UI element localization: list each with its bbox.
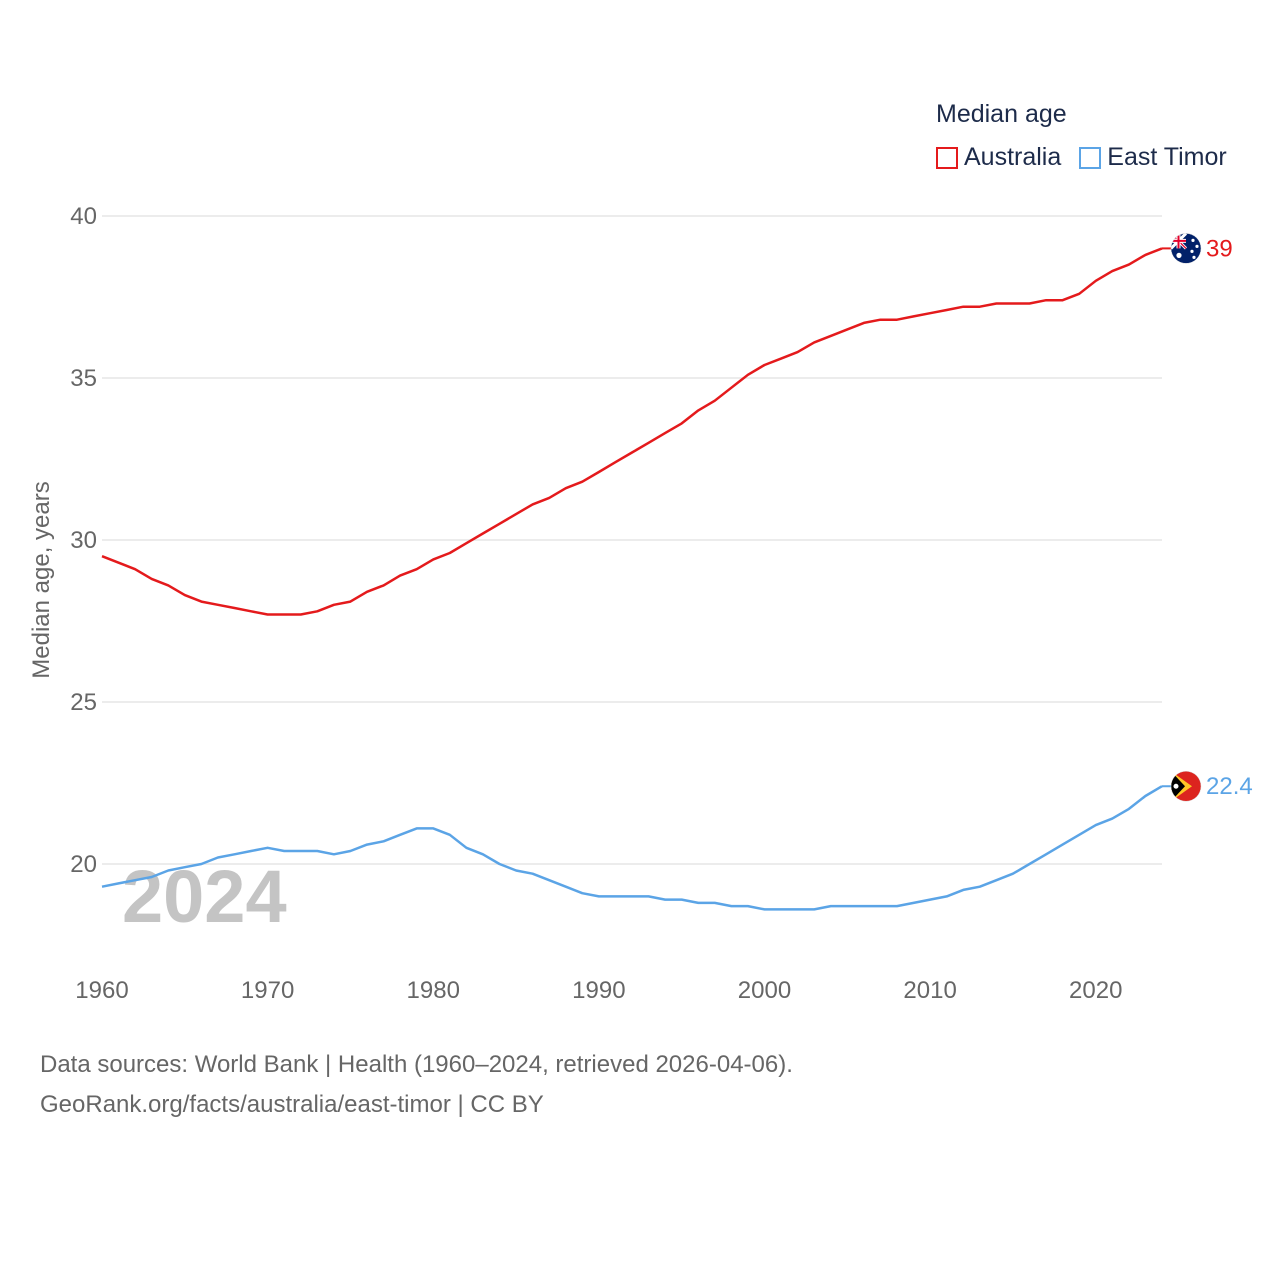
y-tick-labels: 20 25 30 35 40 <box>70 203 97 878</box>
series-lines <box>101 247 1163 911</box>
east-timor-flag-icon <box>1170 770 1202 802</box>
legend-title: Median age <box>936 100 1067 128</box>
year-watermark: 2024 <box>122 855 287 938</box>
x-tick-labels: 1960 1970 1980 1990 2000 2010 2020 <box>75 977 1122 1004</box>
legend-swatch-east-timor <box>1079 146 1102 169</box>
footer: Data sources: World Bank | Health (1960–… <box>40 1045 793 1125</box>
y-tick-label: 40 <box>70 203 97 230</box>
legend: Australia East Timor <box>936 143 1245 172</box>
end-value-label: 39 <box>1206 235 1233 262</box>
australia-flag-icon <box>1170 233 1202 264</box>
x-tick-label: 1990 <box>572 977 625 1004</box>
y-tick-label: 20 <box>70 851 97 878</box>
legend-label-east-timor: East Timor <box>1107 143 1227 171</box>
y-tick-label: 30 <box>70 527 97 554</box>
legend-label-australia: Australia <box>964 143 1062 171</box>
legend-item-australia[interactable]: Australia <box>936 143 1061 172</box>
gridlines <box>102 215 1162 865</box>
series-line-australia[interactable] <box>101 247 1163 616</box>
x-tick-label: 2000 <box>738 977 791 1004</box>
y-tick-label: 35 <box>70 365 97 392</box>
x-tick-label: 1970 <box>241 977 294 1004</box>
x-tick-label: 2010 <box>903 977 956 1004</box>
y-axis-label: Median age, years <box>28 481 55 679</box>
footer-sources: Data sources: World Bank | Health (1960–… <box>40 1051 793 1078</box>
x-tick-label: 2020 <box>1069 977 1122 1004</box>
x-tick-label: 1960 <box>75 977 128 1004</box>
end-value-label: 22.4 <box>1206 773 1253 800</box>
series-line-east-timor[interactable] <box>101 785 1163 911</box>
y-tick-label: 25 <box>70 689 97 716</box>
legend-item-east-timor[interactable]: East Timor <box>1079 143 1227 172</box>
x-tick-label: 1980 <box>407 977 460 1004</box>
legend-swatch-australia <box>936 146 958 169</box>
end-markers: 39 22.4 <box>1162 233 1253 802</box>
footer-url[interactable]: GeoRank.org/facts/australia/east-timor |… <box>40 1091 544 1118</box>
